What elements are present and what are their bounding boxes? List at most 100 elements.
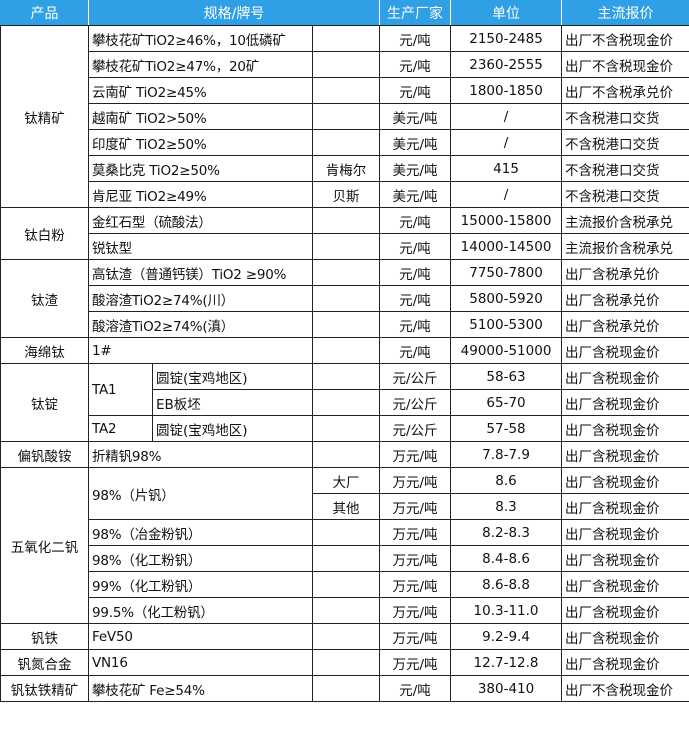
spec-cell: 肯尼亚 TiO2≥49% [88, 181, 313, 208]
maker-cell [311, 571, 381, 598]
header-product: 产品 [0, 0, 89, 26]
unit-cell: 元/吨 [379, 311, 452, 338]
table-row: 钛精矿 攀枝花矿TiO2≥46%，10低磷矿 元/吨 2150-2485 出厂不含税现金… [0, 25, 689, 208]
price-cell: 57-58 [450, 415, 563, 442]
spec-cell: 98%（片钒） [88, 467, 313, 520]
table-body: 钛精矿 攀枝花矿TiO2≥46%，10低磷矿 元/吨 2150-2485 出厂不含税现金… [0, 25, 689, 702]
price-cell: / [450, 181, 563, 208]
table-row: 偏钒酸铵 折精钒98% 万元/吨 7.8-7.9 出厂含税现金价 [0, 441, 689, 468]
price-cell: 415 [450, 155, 563, 182]
product-cell: 偏钒酸铵 [0, 441, 89, 468]
table-row: TA2 圆锭(宝鸡地区) 元/公斤 57-58 出厂含税现金价 [1, 415, 689, 442]
price-cell: 2360-2555 [450, 51, 563, 78]
note-cell: 出厂含税现金价 [561, 363, 689, 390]
note-cell: 出厂不含税承兑价 [561, 77, 689, 104]
maker-cell [311, 259, 381, 286]
unit-cell: 美元/吨 [379, 155, 452, 182]
unit-cell: 元/吨 [379, 51, 452, 78]
price-cell: 65-70 [450, 389, 563, 416]
price-cell: / [450, 129, 563, 156]
unit-cell: 美元/吨 [379, 103, 452, 130]
header-price: 主流报价 [561, 0, 689, 26]
spec-cell: 攀枝花矿TiO2≥47%，20矿 [88, 51, 313, 78]
unit-cell: 万元/吨 [379, 441, 452, 468]
note-cell: 不含税港口交货 [561, 181, 689, 208]
product-cell: 钛精矿 [0, 25, 89, 208]
maker-cell: 肯梅尔 [311, 155, 381, 182]
unit-cell: 元/吨 [379, 675, 452, 702]
product-cell: 钒铁 [0, 623, 89, 650]
spec-cell: TA2 [88, 415, 153, 442]
table-row: 钛渣 高钛渣（普通钙镁）TiO2 ≥90% 元/吨 7750-7800 出厂含税承兑价 [0, 259, 689, 338]
price-cell: 2150-2485 [450, 25, 563, 52]
table-row: 酸溶渣TiO2≥74%(川） 元/吨 5800-5920 出厂含税承兑价 [1, 285, 689, 312]
note-cell: 出厂不含税现金价 [561, 51, 689, 78]
unit-cell: 万元/吨 [379, 519, 452, 546]
spec-cell: 攀枝花矿 Fe≥54% [88, 675, 313, 702]
maker-cell [311, 311, 381, 338]
maker-cell [311, 441, 381, 468]
spec-cell: TA1 [88, 363, 153, 416]
unit-cell: 万元/吨 [379, 623, 452, 650]
price-cell: 7.8-7.9 [450, 441, 563, 468]
product-cell: 钒氮合金 [0, 649, 89, 676]
price-cell: 5100-5300 [450, 311, 563, 338]
table-row: 酸溶渣TiO2≥74%(滇） 元/吨 5100-5300 出厂含税承兑价 [1, 311, 689, 338]
maker-cell [311, 51, 381, 78]
header-unit: 单位 [450, 0, 563, 26]
unit-cell: 元/吨 [379, 285, 452, 312]
unit-cell: 万元/吨 [379, 467, 452, 494]
note-cell: 出厂含税现金价 [561, 493, 689, 520]
note-cell: 出厂含税现金价 [561, 337, 689, 364]
note-cell: 出厂含税现金价 [561, 623, 689, 650]
spec-cell: 莫桑比克 TiO2≥50% [88, 155, 313, 182]
unit-cell: 万元/吨 [379, 545, 452, 572]
spec-cell: FeV50 [88, 623, 313, 650]
table-row: 莫桑比克 TiO2≥50% 肯梅尔 美元/吨 415 不含税港口交货 [1, 155, 689, 182]
unit-cell: 元/吨 [379, 77, 452, 104]
spec-cell: 锐钛型 [88, 233, 313, 260]
table-row: 印度矿 TiO2≥50% 美元/吨 / 不含税港口交货 [1, 129, 689, 156]
note-cell: 出厂含税现金价 [561, 415, 689, 442]
note-cell: 出厂含税承兑价 [561, 259, 689, 286]
product-cell: 钛锭 [0, 363, 89, 442]
maker-cell [311, 415, 381, 442]
price-cell: 8.2-8.3 [450, 519, 563, 546]
spec-cell: 酸溶渣TiO2≥74%(滇） [88, 311, 313, 338]
maker-cell [311, 389, 381, 416]
table-row: 钒钛铁精矿 攀枝花矿 Fe≥54% 元/吨 380-410 出厂不含税现金价 [0, 675, 689, 702]
note-cell: 出厂含税现金价 [561, 649, 689, 676]
price-cell: 5800-5920 [450, 285, 563, 312]
product-cell: 钒钛铁精矿 [0, 675, 89, 702]
spec-cell: VN16 [88, 649, 313, 676]
price-cell: 10.3-11.0 [450, 597, 563, 624]
note-cell: 主流报价含税承兑 [561, 207, 689, 234]
maker-cell [311, 545, 381, 572]
unit-cell: 元/吨 [379, 337, 452, 364]
unit-cell: 元/吨 [379, 233, 452, 260]
sub-spec-cell: EB板坯 [152, 389, 313, 416]
note-cell: 出厂含税现金价 [561, 441, 689, 468]
note-cell: 出厂含税现金价 [561, 571, 689, 598]
table-row: 98%（化工粉钒） 万元/吨 8.4-8.6 出厂含税现金价 [1, 545, 689, 572]
unit-cell: 元/公斤 [379, 363, 452, 390]
spec-cell: 金红石型（硫酸法） [88, 207, 313, 234]
product-cell: 海绵钛 [0, 337, 89, 364]
table-row: 99.5%（化工粉钒） 万元/吨 10.3-11.0 出厂含税现金价 [1, 597, 689, 624]
unit-cell: 万元/吨 [379, 649, 452, 676]
unit-cell: 美元/吨 [379, 129, 452, 156]
note-cell: 不含税港口交货 [561, 103, 689, 130]
maker-cell [311, 77, 381, 104]
spec-cell: 云南矿 TiO2≥45% [88, 77, 313, 104]
product-cell: 钛渣 [0, 259, 89, 338]
note-cell: 出厂含税现金价 [561, 597, 689, 624]
table-row: 98%（冶金粉钒） 万元/吨 8.2-8.3 出厂含税现金价 [1, 519, 689, 546]
spec-cell: 1# [88, 337, 313, 364]
header-row: 产品 规格/牌号 生产厂家 单位 主流报价 备注 [0, 0, 689, 26]
product-cell: 五氧化二钒 [0, 467, 89, 624]
table-row: 钒铁 FeV50 万元/吨 9.2-9.4 出厂含税现金价 [0, 623, 689, 650]
price-cell: 15000-15800 [450, 207, 563, 234]
spec-cell: 印度矿 TiO2≥50% [88, 129, 313, 156]
price-cell: 49000-51000 [450, 337, 563, 364]
unit-cell: 元/吨 [379, 259, 452, 286]
